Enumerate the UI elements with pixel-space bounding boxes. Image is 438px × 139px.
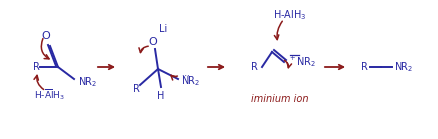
Text: ⋯: ⋯ xyxy=(180,70,188,80)
Text: O: O xyxy=(148,37,157,47)
Text: H: H xyxy=(157,91,164,101)
Text: H-$\rm\overline{A}$lH$_3$: H-$\rm\overline{A}$lH$_3$ xyxy=(35,88,65,102)
Text: O: O xyxy=(42,31,50,41)
Text: R: R xyxy=(251,62,258,72)
Text: H-AlH$_3$: H-AlH$_3$ xyxy=(273,8,306,22)
Text: Li: Li xyxy=(159,24,167,34)
Text: NR$_2$: NR$_2$ xyxy=(393,60,413,74)
Text: iminium ion: iminium ion xyxy=(251,94,308,104)
Text: R: R xyxy=(360,62,367,72)
Text: NR$_2$: NR$_2$ xyxy=(78,75,97,89)
Text: R: R xyxy=(132,84,139,94)
Text: NR$_2$: NR$_2$ xyxy=(180,74,200,88)
Text: R: R xyxy=(32,62,39,72)
Text: $^+$NR$_2$: $^+$NR$_2$ xyxy=(287,54,315,70)
